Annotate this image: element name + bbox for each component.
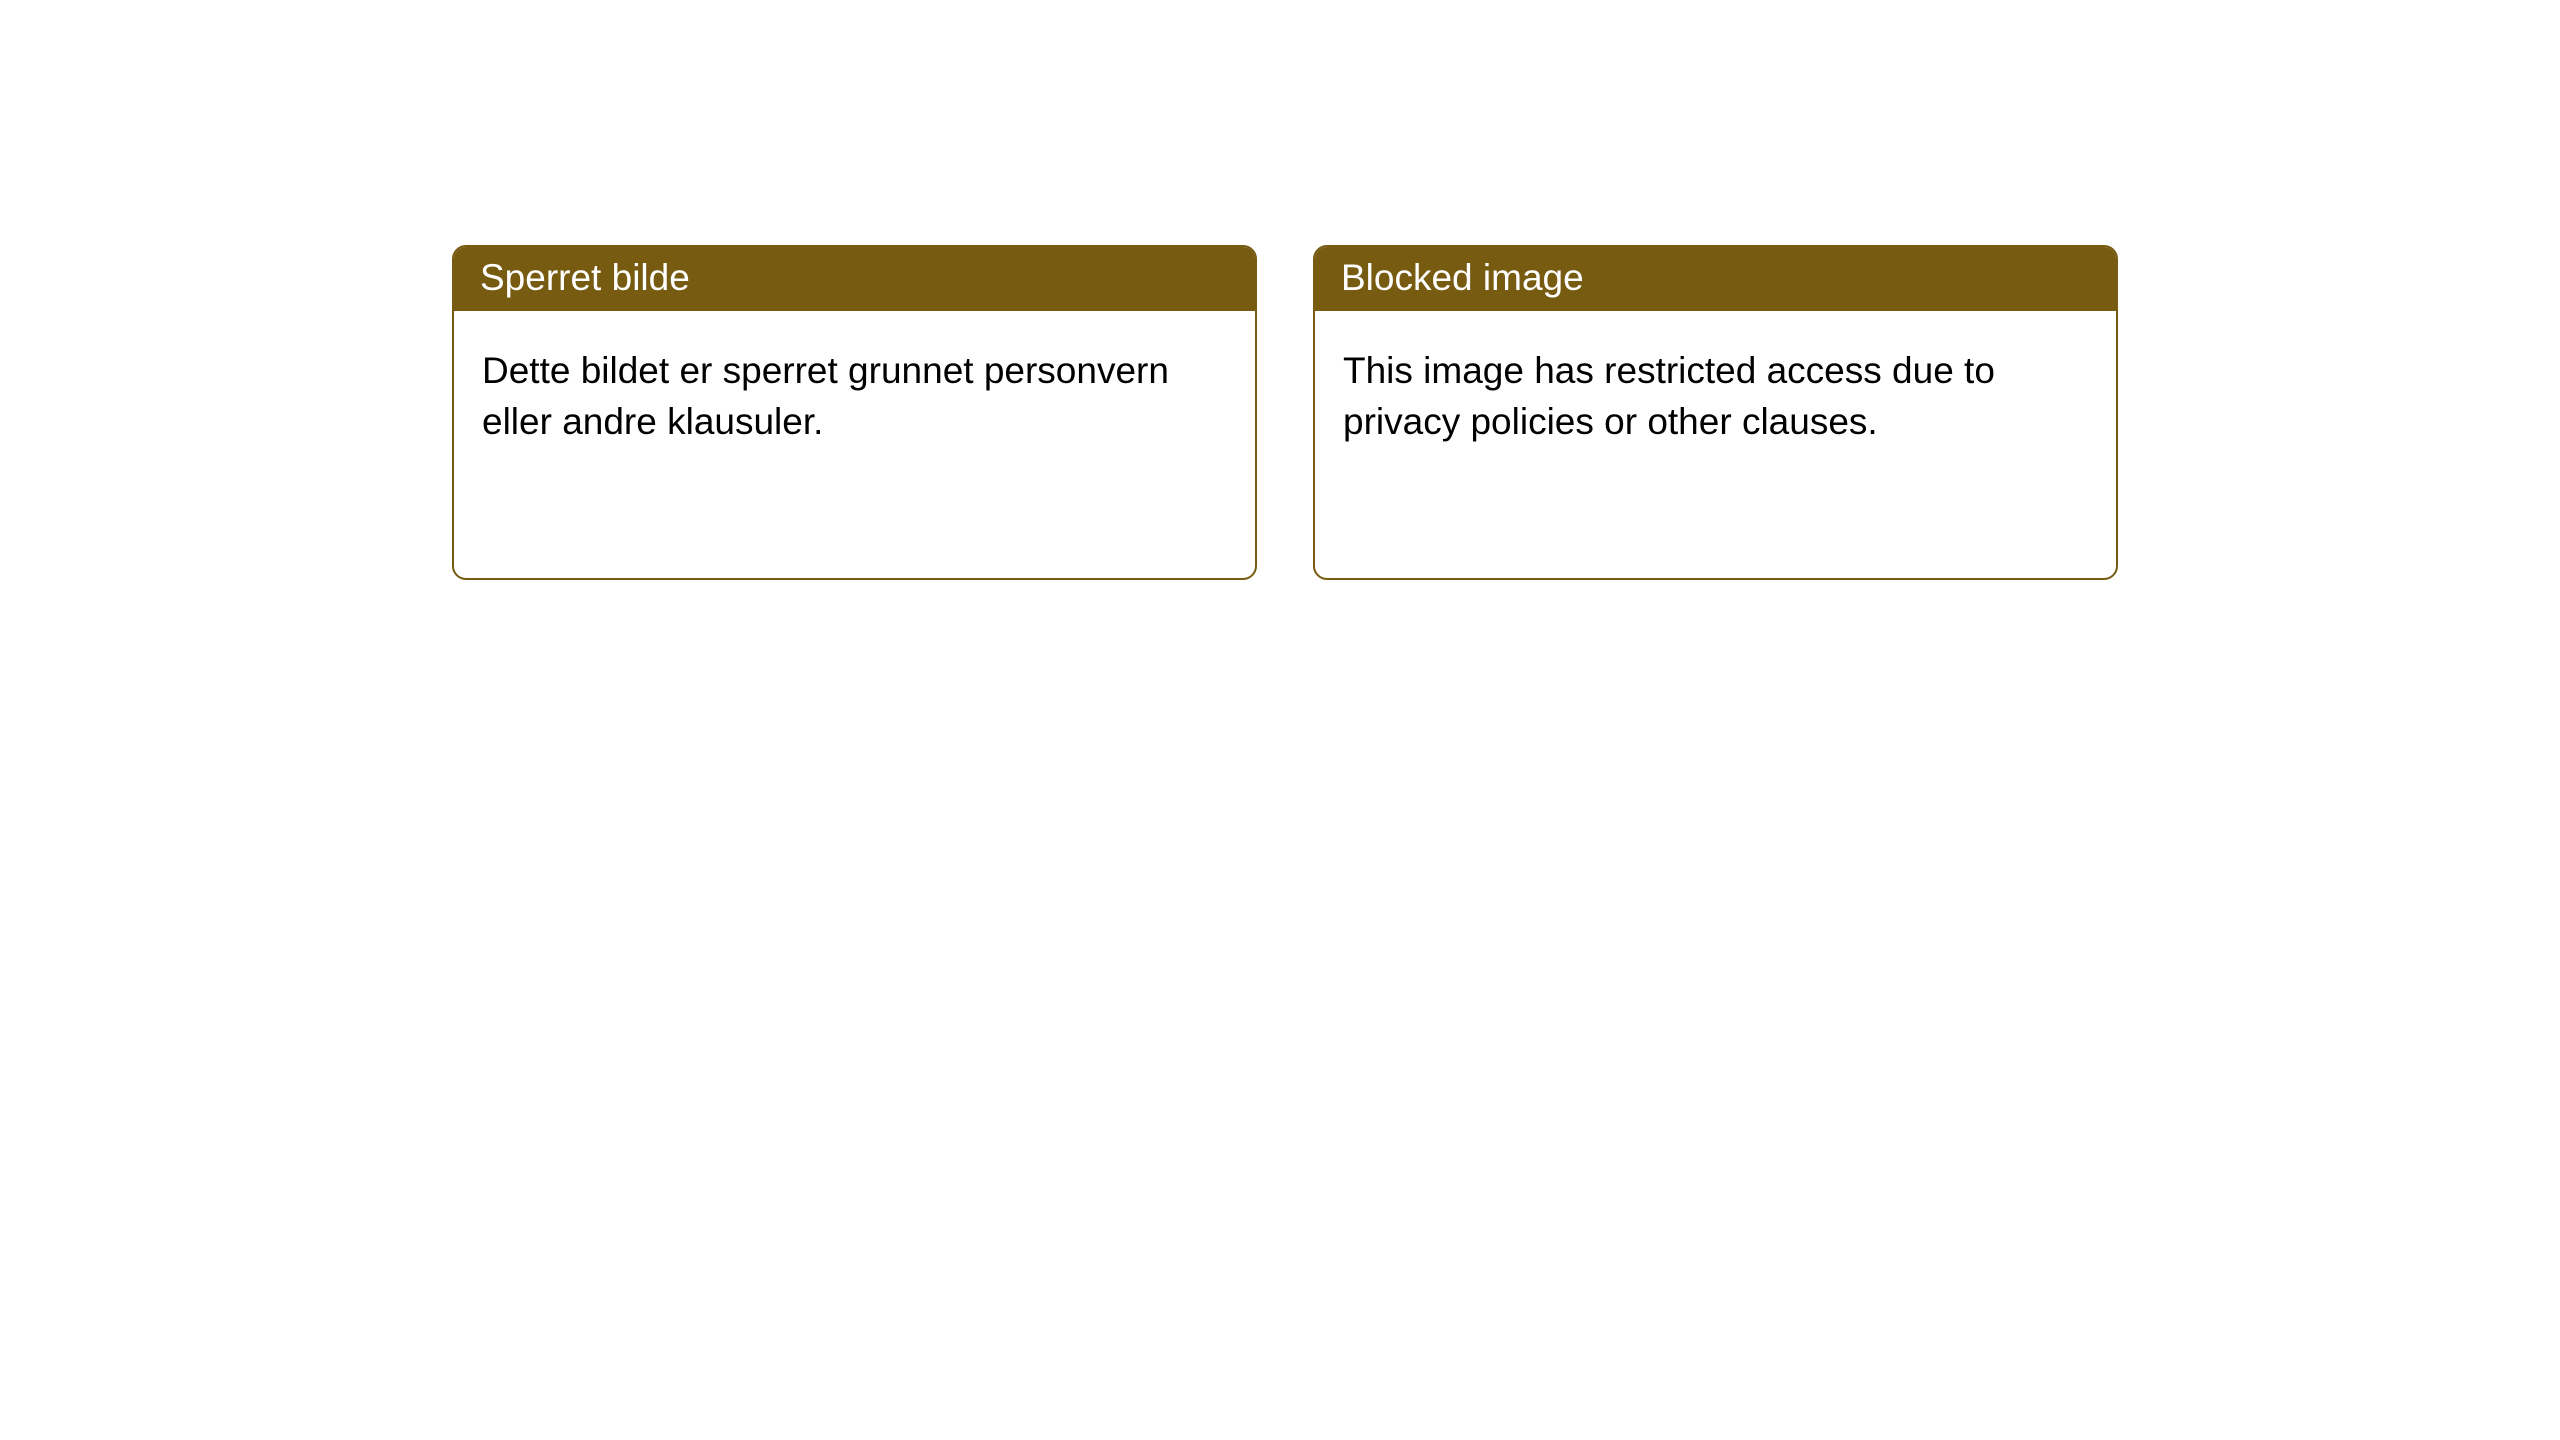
notice-header: Blocked image — [1315, 247, 2116, 311]
notice-title: Blocked image — [1341, 257, 1584, 298]
notice-container: Sperret bilde Dette bildet er sperret gr… — [0, 0, 2560, 580]
notice-body-text: This image has restricted access due to … — [1343, 350, 1995, 442]
notice-body: Dette bildet er sperret grunnet personve… — [454, 311, 1255, 481]
notice-body-text: Dette bildet er sperret grunnet personve… — [482, 350, 1169, 442]
notice-box-english: Blocked image This image has restricted … — [1313, 245, 2118, 580]
notice-header: Sperret bilde — [454, 247, 1255, 311]
notice-title: Sperret bilde — [480, 257, 690, 298]
notice-body: This image has restricted access due to … — [1315, 311, 2116, 481]
notice-box-norwegian: Sperret bilde Dette bildet er sperret gr… — [452, 245, 1257, 580]
